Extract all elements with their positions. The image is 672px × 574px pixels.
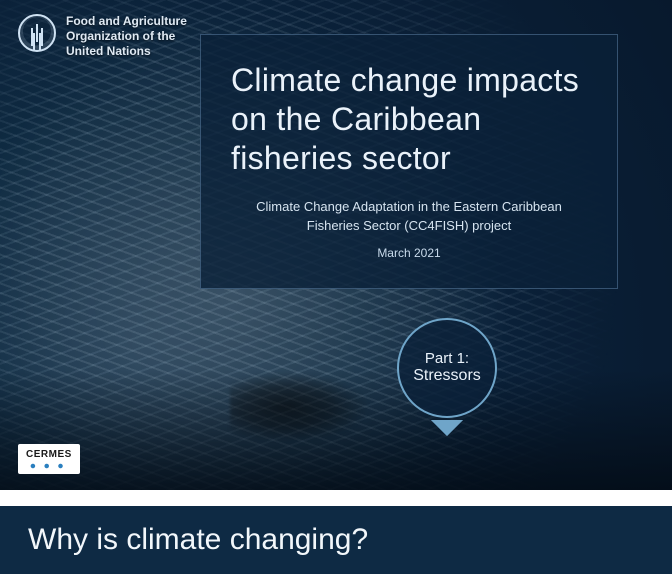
org-header: Food and Agriculture Organization of the… (18, 14, 187, 59)
report-date: March 2021 (231, 246, 587, 260)
report-subtitle: Climate Change Adaptation in the Eastern… (231, 198, 587, 236)
question-bar: Why is climate changing? (0, 506, 672, 574)
partner-logo-text: CERMES (26, 449, 72, 460)
fao-logo-icon (18, 14, 56, 52)
cover-card: Food and Agriculture Organization of the… (0, 0, 672, 490)
part-label: Stressors (413, 367, 481, 385)
org-line: United Nations (66, 44, 187, 59)
report-title: Climate change impacts on the Caribbean … (231, 61, 587, 178)
part-badge: Part 1: Stressors (392, 318, 502, 436)
question-text: Why is climate changing? (28, 523, 368, 557)
part-badge-ring: Part 1: Stressors (397, 318, 497, 418)
part-number: Part 1: (425, 350, 469, 367)
org-line: Food and Agriculture (66, 14, 187, 29)
org-line: Organization of the (66, 29, 187, 44)
title-panel: Climate change impacts on the Caribbean … (200, 34, 618, 289)
chevron-down-icon (433, 422, 461, 436)
page-root: Food and Agriculture Organization of the… (0, 0, 672, 574)
diver-silhouette (230, 372, 370, 442)
spacer (0, 490, 672, 506)
wave-icon (26, 462, 72, 470)
partner-logo-cermes: CERMES (18, 444, 80, 474)
org-name: Food and Agriculture Organization of the… (66, 14, 187, 59)
